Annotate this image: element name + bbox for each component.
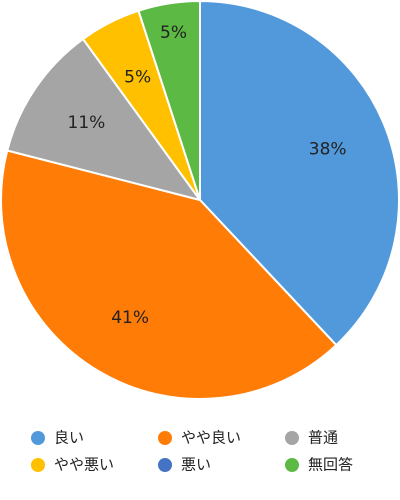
data-label: 5% [124,68,151,88]
legend-marker [285,458,299,472]
legend-marker [31,458,45,472]
legend-label: 悪い [181,456,211,474]
legend-label: 無回答 [308,456,353,474]
pie-slice [137,0,201,201]
pie-slice [199,0,400,347]
legend-marker [158,458,172,472]
data-label: 41% [111,308,149,328]
legend-marker [31,431,45,445]
pie-slice [6,37,203,202]
data-label: 38% [309,139,347,159]
pie-slice [0,149,338,400]
legend-label: やや悪い [54,456,114,474]
legend-label: やや良い [181,429,241,447]
legend-label: 普通 [308,429,338,447]
data-label: 11% [68,113,106,133]
legend-marker [158,431,172,445]
data-label: 5% [160,23,187,43]
legend-marker [285,431,299,445]
legend-label: 良い [54,429,84,447]
